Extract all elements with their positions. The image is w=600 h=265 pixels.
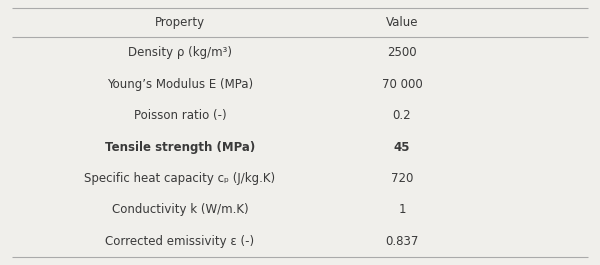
- Text: 1: 1: [398, 204, 406, 217]
- Text: Property: Property: [155, 16, 205, 29]
- Text: Conductivity k (W/m.K): Conductivity k (W/m.K): [112, 204, 248, 217]
- Text: 0.837: 0.837: [385, 235, 419, 248]
- Text: Value: Value: [386, 16, 418, 29]
- Text: 2500: 2500: [387, 46, 417, 59]
- Text: 70 000: 70 000: [382, 78, 422, 91]
- Text: Young’s Modulus E (MPa): Young’s Modulus E (MPa): [107, 78, 253, 91]
- Text: 0.2: 0.2: [392, 109, 412, 122]
- Text: Specific heat capacity cₚ (J/kg.K): Specific heat capacity cₚ (J/kg.K): [85, 172, 275, 185]
- Text: Tensile strength (MPa): Tensile strength (MPa): [105, 140, 255, 154]
- Text: Corrected emissivity ε (-): Corrected emissivity ε (-): [106, 235, 254, 248]
- Text: Poisson ratio (-): Poisson ratio (-): [134, 109, 226, 122]
- Text: 720: 720: [391, 172, 413, 185]
- Text: Density ρ (kg/m³): Density ρ (kg/m³): [128, 46, 232, 59]
- Text: 45: 45: [394, 140, 410, 154]
